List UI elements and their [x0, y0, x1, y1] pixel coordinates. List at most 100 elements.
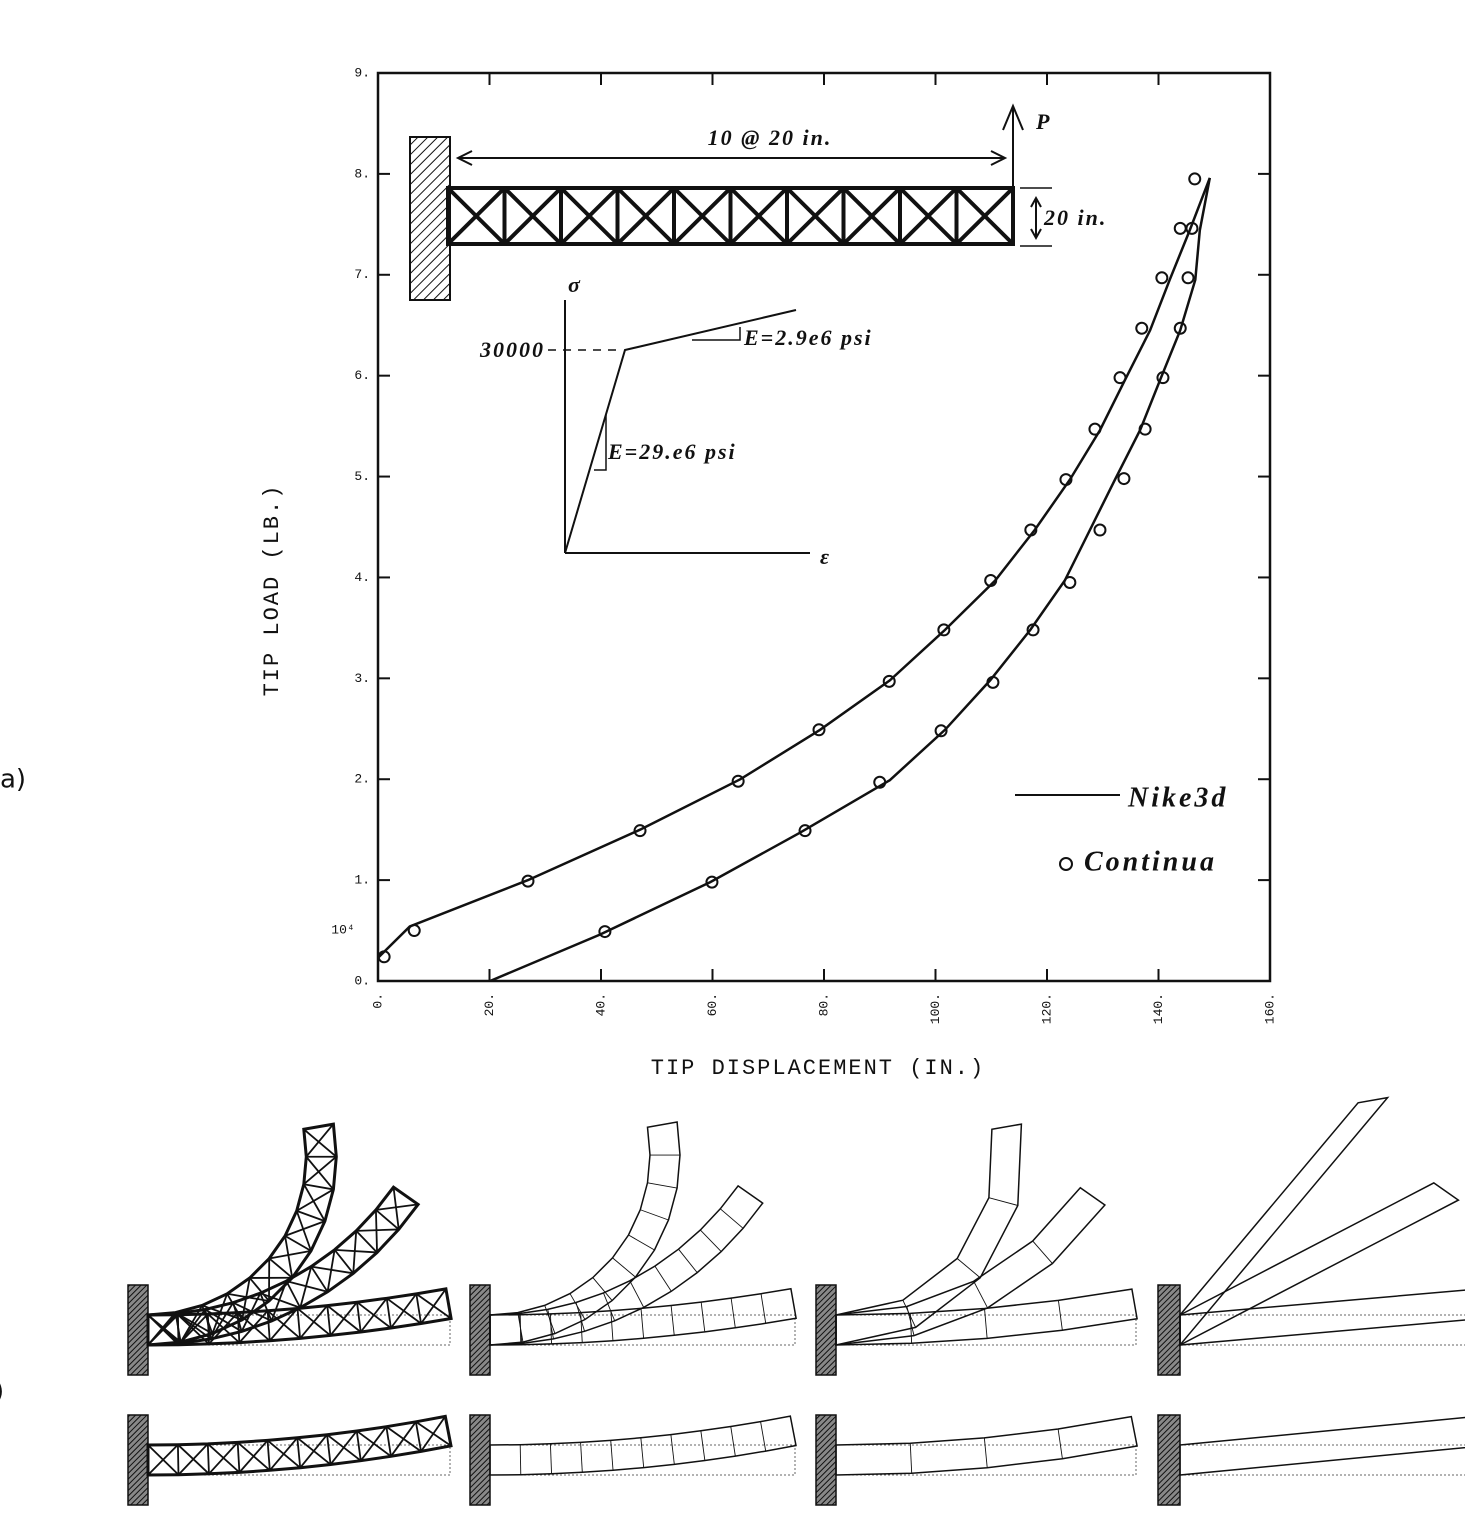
legend-marker	[1059, 857, 1073, 871]
beam-brace	[375, 1203, 419, 1211]
beam-rung	[670, 1305, 675, 1336]
wall	[469, 1414, 491, 1506]
x-tick-label: 60.	[705, 993, 720, 1016]
beam-rung	[310, 1266, 329, 1293]
continua-marker	[1063, 575, 1077, 589]
truss	[446, 186, 1015, 246]
continua-marker	[1117, 472, 1131, 486]
beam-rung	[549, 1443, 553, 1474]
deformed-beam	[146, 1287, 453, 1347]
beam-rung	[326, 1305, 332, 1336]
truss-member	[955, 186, 1015, 246]
annotation: P	[1035, 109, 1051, 134]
beam-rung	[249, 1277, 270, 1302]
wall	[1157, 1284, 1181, 1376]
deformed-beam	[489, 1121, 681, 1346]
continua-marker	[705, 875, 719, 889]
beam-brace	[359, 1297, 388, 1333]
beam-brace	[311, 1265, 354, 1275]
continua-marker	[1156, 371, 1170, 385]
legend-label: Nike3d	[1127, 782, 1228, 813]
beam-rung	[268, 1257, 293, 1279]
beam-rung	[375, 1209, 400, 1231]
beam-rung	[333, 1249, 354, 1274]
beam-brace	[329, 1301, 358, 1337]
continua-marker	[1026, 623, 1040, 637]
beam-brace	[303, 1156, 337, 1185]
beam-rung	[760, 1293, 767, 1324]
beam-rung	[569, 1293, 586, 1320]
beam-rung	[612, 1257, 636, 1278]
beam-rung	[654, 1265, 672, 1292]
continua-marker	[812, 723, 826, 737]
annotation: 20 in.	[1043, 205, 1107, 230]
beam-rung	[206, 1443, 210, 1474]
beam-brace	[360, 1426, 388, 1462]
beam-brace	[299, 1266, 313, 1308]
beam-rung	[640, 1437, 645, 1468]
beam-rung	[226, 1293, 243, 1321]
beam-brace	[269, 1307, 299, 1342]
continua-marker	[633, 824, 647, 838]
beam-brace	[238, 1439, 269, 1473]
continua-marker	[1181, 271, 1195, 285]
beam-brace	[177, 1443, 209, 1476]
x-tick-label: 100.	[928, 993, 943, 1024]
wall	[815, 1284, 837, 1376]
beam-rung	[355, 1430, 362, 1461]
beam-rung	[1057, 1300, 1063, 1331]
beam-brace	[286, 1280, 328, 1293]
truss-member	[898, 186, 958, 246]
beam-brace	[147, 1444, 179, 1476]
beam-rung	[296, 1308, 302, 1339]
beam-rung	[700, 1302, 706, 1332]
annotation: ε	[820, 544, 831, 569]
continua-marker	[1093, 523, 1107, 537]
x-tick-label: 40.	[593, 993, 608, 1016]
beam-brace	[241, 1277, 251, 1320]
beam-brace	[295, 1210, 312, 1252]
beam-rung	[640, 1209, 669, 1221]
beam-brace	[296, 1188, 334, 1212]
beam-rung	[629, 1280, 645, 1308]
truss-member	[785, 186, 845, 246]
beam-rung	[355, 1230, 378, 1254]
beam-rung	[356, 1302, 362, 1333]
beam-rung	[266, 1440, 271, 1471]
beam-rung	[700, 1430, 706, 1461]
undeformed-beam	[1179, 1314, 1465, 1346]
deformed-beam	[1179, 1289, 1465, 1346]
beam-brace	[352, 1230, 358, 1274]
continua-marker	[407, 924, 421, 938]
truss-member	[842, 186, 902, 246]
y-multiplier: 10⁴	[331, 922, 354, 937]
beam-brace	[226, 1292, 270, 1302]
beam-brace	[303, 1183, 326, 1222]
y-tick-label: 9.	[354, 65, 370, 80]
beam-rung	[678, 1248, 698, 1273]
continua-marker	[1155, 271, 1169, 285]
wall	[469, 1284, 491, 1376]
panel-label: a)	[0, 765, 26, 795]
beam-rung	[177, 1444, 180, 1475]
x-tick-label: 20.	[482, 993, 497, 1016]
y-axis-title: TIP LOAD (LB.)	[260, 484, 285, 697]
beam-rung	[259, 1292, 273, 1322]
beam-brace	[259, 1292, 301, 1309]
continua-marker	[1173, 221, 1187, 235]
beam-rung	[519, 1444, 522, 1475]
wall	[1157, 1414, 1181, 1506]
continua-marker	[984, 573, 998, 587]
wall	[127, 1284, 149, 1376]
y-tick-label: 5.	[354, 469, 370, 484]
beam-rung	[902, 1299, 916, 1328]
beam-brace	[201, 1304, 243, 1321]
beam-brace	[299, 1434, 328, 1469]
beam-rung	[700, 1229, 722, 1252]
truss-member	[559, 186, 619, 246]
beam-rung	[385, 1426, 392, 1457]
beam-brace	[147, 1314, 182, 1343]
continua-marker	[1135, 321, 1149, 335]
continua-marker	[873, 775, 887, 789]
truss-inset: 10 @ 20 in. P 20 in.	[409, 103, 1107, 301]
